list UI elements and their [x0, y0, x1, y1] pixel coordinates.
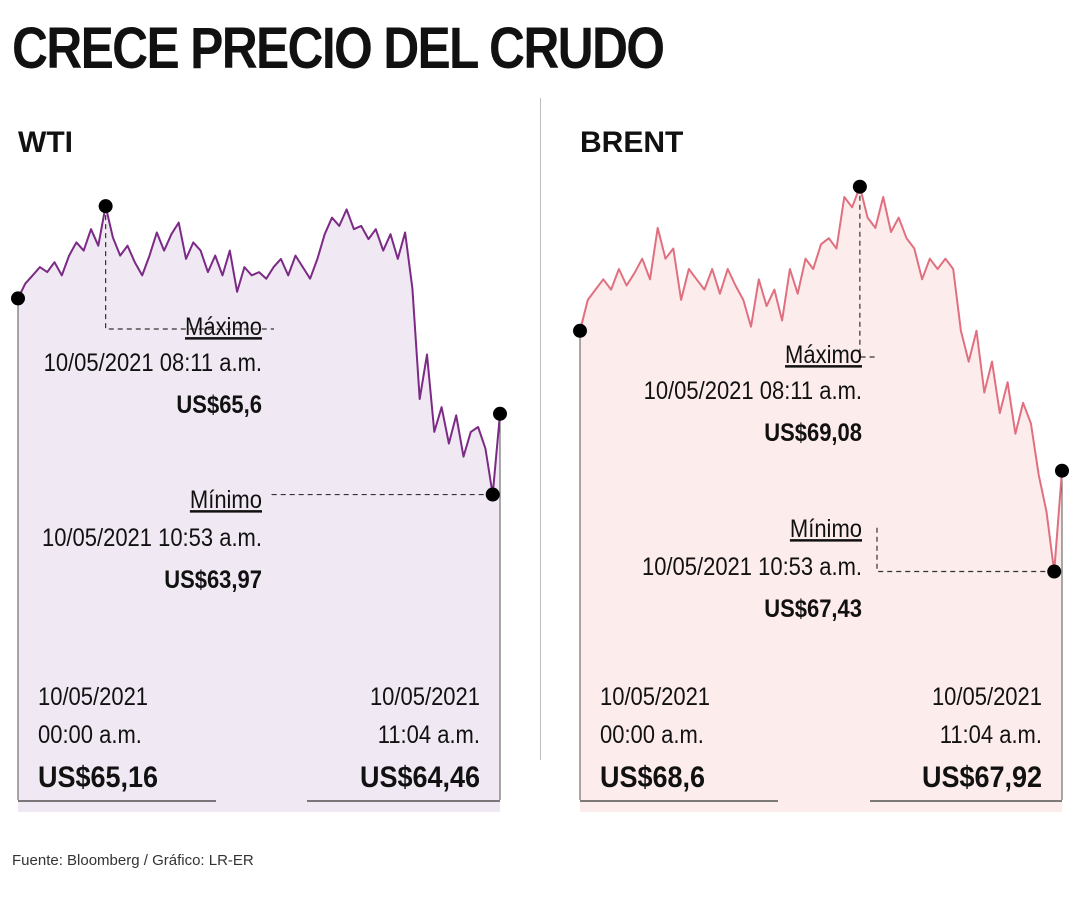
brent-min-value: US$67,43	[764, 595, 862, 623]
brent-max-value: US$69,08	[764, 419, 862, 447]
brent-end-value: US$67,92	[922, 761, 1042, 795]
brent-start-date: 10/05/2021	[600, 683, 710, 711]
brent-start-time: 00:00 a.m.	[600, 721, 704, 749]
wti-min-leader	[271, 493, 493, 496]
wti-start-time: 00:00 a.m.	[38, 721, 142, 749]
wti-max-value: US$65,6	[176, 391, 262, 419]
wti-max-leader	[105, 206, 274, 330]
brent-max-time: 10/05/2021 08:11 a.m.	[644, 377, 862, 405]
wti-min-time: 10/05/2021 10:53 a.m.	[42, 524, 262, 552]
wti-end-time: 11:04 a.m.	[378, 721, 480, 749]
wti-start-date: 10/05/2021	[38, 683, 148, 711]
wti-title: WTI	[18, 126, 73, 159]
wti-min-value: US$63,97	[164, 566, 262, 594]
brent-price-line	[579, 185, 1063, 573]
brent-start-value: US$68,6	[600, 761, 705, 795]
brent-area-fill	[580, 186, 1062, 812]
wti-max-marker	[98, 199, 113, 214]
brent-title: BRENT	[580, 126, 683, 159]
wti-min-marker	[485, 487, 500, 502]
chart-divider	[540, 98, 541, 760]
brent-max-label: Máximo	[785, 341, 862, 369]
brent-end-time: 11:04 a.m.	[940, 721, 1042, 749]
wti-chart: WTI Máximo 10/05/2021 08:11 a.m. US$65,6 Mín…	[11, 126, 507, 813]
brent-chart: BRENT Máximo 10/05/2021 08:11 a.m. US$69,08…	[573, 126, 1069, 812]
brent-min-leader	[876, 525, 1055, 573]
wti-max-time: 10/05/2021 08:11 a.m.	[44, 349, 262, 377]
brent-min-time: 10/05/2021 10:53 a.m.	[642, 553, 862, 581]
wti-min-label: Mínimo	[190, 486, 262, 514]
wti-max-label: Máximo	[185, 313, 262, 341]
brent-end-date: 10/05/2021	[932, 683, 1042, 711]
page-title: CRECE PRECIO DEL CRUDO	[12, 16, 665, 81]
brent-min-label: Mínimo	[790, 515, 862, 543]
wti-end-marker	[493, 406, 507, 421]
brent-max-leader	[859, 186, 877, 358]
wti-start-value: US$65,16	[38, 761, 158, 795]
brent-end-marker	[1055, 463, 1069, 478]
brent-max-marker	[852, 179, 867, 194]
source-note: Fuente: Bloomberg / Gráfico: LR-ER	[12, 852, 254, 869]
wti-end-date: 10/05/2021	[370, 683, 480, 711]
brent-start-marker	[573, 323, 587, 338]
brent-min-marker	[1047, 564, 1062, 579]
wti-start-marker	[11, 291, 25, 306]
wti-price-line	[17, 205, 501, 496]
wti-end-value: US$64,46	[360, 761, 480, 795]
wti-area-fill	[18, 206, 500, 813]
